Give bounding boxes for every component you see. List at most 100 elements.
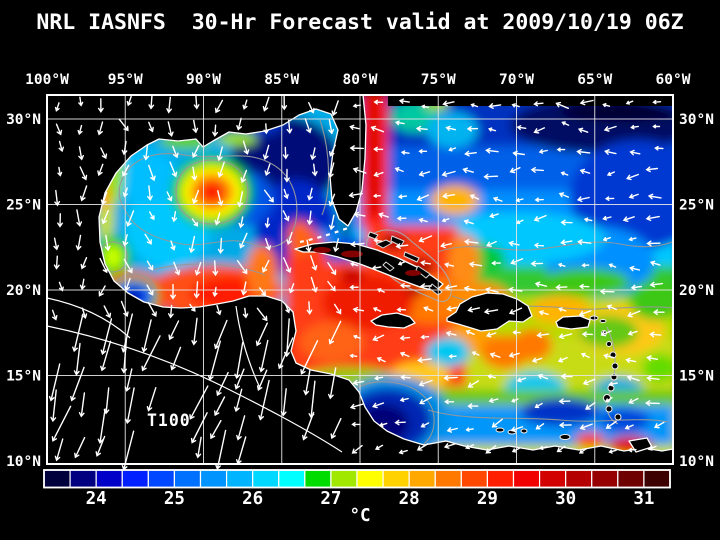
- wind-vector-arrow: [647, 193, 662, 200]
- wind-vector-arrow: [485, 147, 499, 154]
- wind-vectors: [48, 94, 665, 471]
- lat-tick-label-right: 25°N: [679, 198, 714, 214]
- wind-vector-arrow: [283, 257, 292, 274]
- wind-vector-arrow: [555, 101, 569, 109]
- wind-vector-arrow: [578, 283, 590, 289]
- wind-vector-arrow: [560, 239, 573, 246]
- wind-vector-arrow: [123, 258, 133, 274]
- wind-vector-arrow: [580, 352, 590, 359]
- wind-vector-arrow: [509, 167, 521, 174]
- wind-vector-arrow: [646, 355, 659, 361]
- wind-vector-arrow: [462, 167, 474, 174]
- wind-vector-arrow: [467, 306, 481, 313]
- wind-vector-arrow: [191, 218, 199, 227]
- wind-vector-arrow: [515, 198, 524, 203]
- wind-vector-arrow: [492, 196, 503, 202]
- wind-vector-arrow: [146, 387, 157, 412]
- wind-vector-arrow: [234, 341, 244, 380]
- jamaica: [370, 312, 416, 329]
- wind-vector-arrow: [262, 96, 270, 112]
- wind-vector-arrow: [446, 427, 458, 433]
- wind-vector-arrow: [624, 424, 634, 430]
- wind-vector-arrow: [372, 334, 385, 342]
- lon-tick-label: 70°W: [499, 72, 534, 88]
- wind-vector-arrow: [579, 168, 591, 174]
- wind-vector-arrow: [97, 98, 104, 113]
- latlon-gridlines: [47, 95, 673, 464]
- wind-vector-arrow: [329, 144, 336, 157]
- wind-vector-arrow: [118, 118, 129, 132]
- wind-vector-arrow: [608, 449, 617, 454]
- wind-vector-arrow: [191, 317, 198, 346]
- wind-vector-arrow: [242, 140, 250, 155]
- wind-vector-arrow: [148, 121, 154, 133]
- wind-vector-arrow: [576, 148, 591, 155]
- wind-vector-arrow: [147, 185, 153, 201]
- colorbar-cell: [121, 469, 149, 489]
- wind-vector-arrow: [374, 375, 384, 381]
- wind-vector-arrow: [264, 163, 271, 176]
- wind-vector-arrow: [144, 233, 152, 245]
- hispaniola: [446, 292, 533, 332]
- wind-vector-arrow: [530, 167, 544, 173]
- wind-vector-arrow: [217, 190, 224, 207]
- wind-vector-arrow: [372, 193, 381, 198]
- wind-vector-arrow: [489, 213, 499, 219]
- wind-vector-arrow: [483, 173, 499, 180]
- wind-vector-arrow: [558, 422, 572, 428]
- wind-vector-arrow: [511, 103, 520, 108]
- wind-vector-arrow: [441, 170, 456, 177]
- wind-vector-arrow: [629, 265, 641, 272]
- wind-vector-arrow: [264, 217, 271, 229]
- wind-vector-arrow: [577, 127, 589, 133]
- wind-vector-arrow: [191, 166, 198, 181]
- wind-vector-arrow: [286, 231, 293, 245]
- wind-vector-arrow: [173, 261, 181, 276]
- wind-vector-arrow: [190, 412, 208, 444]
- colorbar-unit-label: °C: [349, 506, 370, 526]
- wind-vector-arrow: [349, 353, 358, 358]
- wind-vector-arrow: [487, 374, 496, 379]
- wind-vector-arrow: [217, 161, 225, 178]
- colorbar-tick-label: 24: [86, 489, 107, 509]
- wind-vector-arrow: [256, 369, 268, 392]
- wind-vector-arrow: [193, 281, 200, 299]
- wind-vector-arrow: [448, 147, 457, 152]
- wind-vector-arrow: [537, 373, 549, 380]
- longitude-tick-labels: 100°W 95°W 90°W 85°W 80°W 75°W 70°W 65°W 60°W: [25, 72, 691, 88]
- wind-vector-arrow: [471, 351, 480, 356]
- wind-vector-arrow: [531, 357, 543, 363]
- wind-vector-arrow: [330, 417, 342, 440]
- wind-vector-arrow: [373, 171, 384, 177]
- wind-vector-arrow: [236, 436, 247, 465]
- wind-vector-arrow: [328, 193, 336, 207]
- wind-vector-arrow: [534, 197, 544, 203]
- latitude-tick-labels-right: 30°N 25°N 20°N 15°N 10°N: [679, 112, 714, 470]
- wind-vector-arrow: [353, 211, 366, 218]
- wind-vector-arrow: [470, 103, 479, 108]
- colorbar: [43, 469, 671, 489]
- wind-vector-arrow: [558, 192, 570, 198]
- colorbar-cell: [304, 469, 332, 489]
- wind-vector-arrow: [310, 147, 316, 161]
- wind-vector-arrow: [242, 99, 248, 110]
- colorbar-cell: [460, 469, 489, 489]
- wind-vector-arrow: [126, 210, 135, 227]
- lat-tick-label-right: 15°N: [679, 369, 714, 385]
- wind-vector-arrow: [97, 121, 104, 136]
- wind-vector-arrow: [282, 210, 290, 222]
- wind-vector-arrow: [212, 286, 218, 298]
- wind-vector-arrow: [445, 125, 457, 131]
- lon-tick-label: 85°W: [264, 72, 299, 88]
- wind-vector-arrow: [351, 422, 361, 427]
- wind-vector-arrow: [394, 419, 406, 426]
- wind-vector-arrow: [510, 258, 524, 265]
- wind-vector-arrow: [645, 400, 660, 406]
- wind-vector-arrow: [170, 240, 176, 251]
- wind-vector-arrow: [79, 278, 86, 291]
- wind-vector-arrow: [192, 144, 200, 159]
- wind-vector-arrow: [171, 211, 178, 223]
- wind-vector-arrow: [599, 288, 615, 295]
- wind-vector-arrow: [167, 121, 174, 138]
